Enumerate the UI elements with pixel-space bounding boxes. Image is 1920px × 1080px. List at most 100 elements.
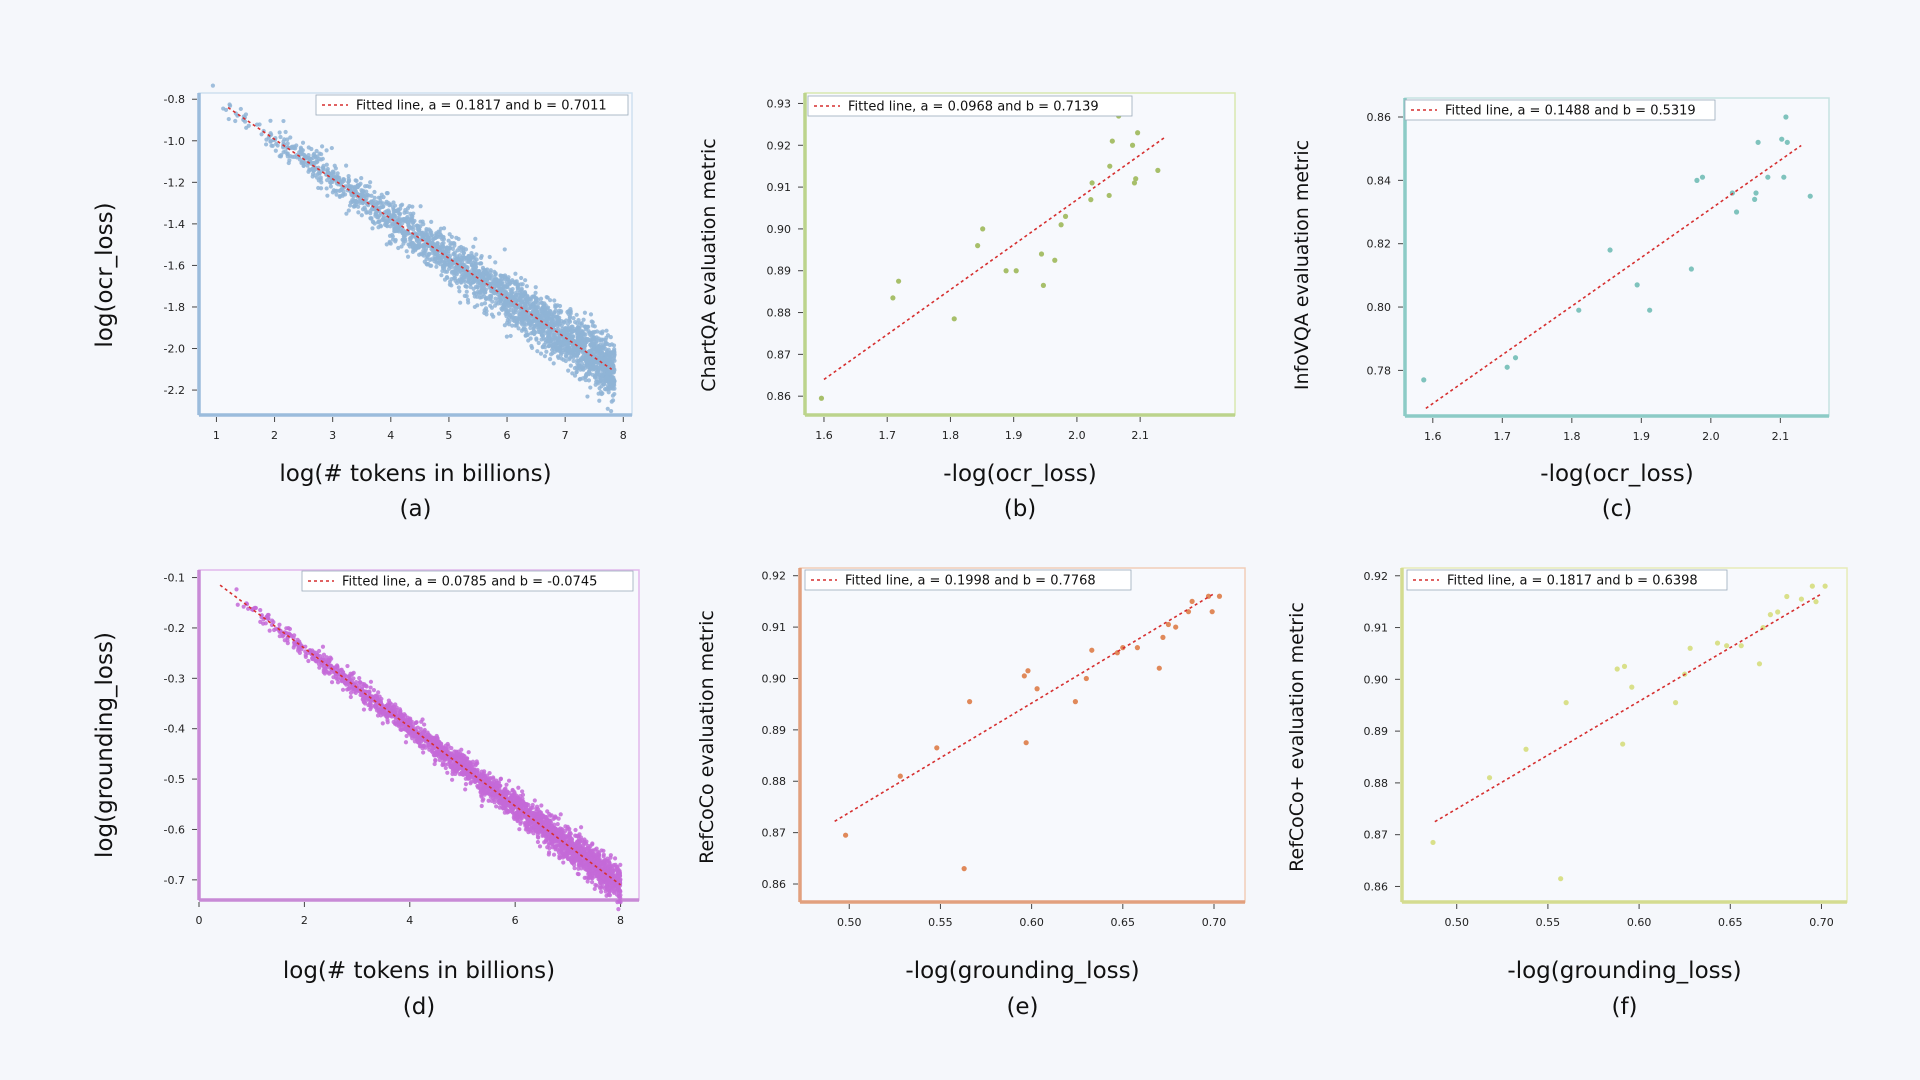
chart-a-data-point	[538, 351, 544, 356]
chart-c-x-tick-label: 2.1	[1772, 430, 1790, 443]
chart-b-data-point	[1058, 222, 1064, 228]
chart-a-data-point	[329, 145, 334, 151]
chart-d-data-point	[441, 762, 446, 767]
chart-a-data-point	[441, 240, 446, 246]
chart-a-data-point	[378, 200, 383, 206]
chart-b-y-tick-label: 0.86	[767, 390, 792, 403]
chart-a-data-point	[519, 275, 524, 281]
chart-a-data-point	[557, 308, 562, 313]
chart-a-data-point	[483, 290, 488, 295]
chart-a-data-point	[502, 247, 507, 252]
chart-a-data-point	[533, 290, 538, 296]
chart-a-data-point	[439, 273, 444, 278]
chart-a-data-point	[370, 226, 375, 231]
chart-a-data-point	[595, 345, 601, 351]
chart-a-data-point	[337, 177, 342, 182]
chart-a-data-point	[571, 316, 576, 321]
chart-a-data-point	[406, 242, 411, 247]
chart-d-data-point	[393, 718, 398, 723]
chart-c-y-tick-label: 0.78	[1367, 364, 1392, 377]
chart-a-data-point	[328, 184, 333, 189]
chart-a-data-point	[487, 254, 492, 260]
chart-a-data-point	[344, 211, 349, 216]
chart-a-data-point	[544, 310, 549, 315]
chart-a-data-point	[533, 285, 538, 290]
chart-a-data-point	[571, 347, 576, 352]
chart-a-data-point	[529, 345, 535, 350]
chart-a-data-point	[553, 337, 558, 342]
chart-a-data-point	[320, 156, 325, 161]
chart-a-data-point	[604, 387, 609, 392]
chart-a-data-point	[314, 148, 319, 154]
chart-a-data-point	[459, 256, 464, 261]
chart-d-data-point	[380, 721, 385, 726]
chart-a-data-point	[584, 371, 590, 376]
chart-a-data-point	[588, 312, 594, 317]
chart-a-data-point	[275, 143, 280, 148]
chart-a-data-point	[581, 317, 586, 322]
chart-a-data-point	[564, 354, 569, 359]
chart-d-y-tick-label: -0.1	[164, 572, 185, 585]
chart-a-data-point	[586, 378, 592, 383]
chart-c-data-point	[1421, 377, 1427, 383]
chart-a-data-point	[589, 334, 594, 339]
chart-a-data-point	[448, 242, 453, 247]
chart-a-data-point	[532, 329, 537, 334]
chart-a-data-point	[605, 406, 610, 411]
chart-a-data-point	[408, 236, 413, 241]
chart-a-x-tick-label: 3	[329, 429, 336, 442]
chart-a-data-point	[512, 281, 518, 286]
chart-a-data-point	[612, 386, 617, 391]
chart-a-data-point	[324, 148, 329, 153]
chart-b-data-point	[1089, 180, 1095, 186]
chart-a-data-point	[438, 235, 443, 240]
chart-a-caption: (a)	[399, 496, 431, 522]
chart-a-data-point	[321, 163, 326, 168]
chart-b-data-point	[1003, 268, 1009, 274]
chart-a-data-point	[420, 219, 425, 224]
chart-a-data-point	[522, 316, 527, 321]
chart-a-data-point	[589, 339, 594, 344]
chart-a-data-point	[461, 250, 466, 255]
chart-a-data-point	[355, 183, 360, 188]
chart-a-data-point	[268, 118, 273, 123]
chart-a-data-point	[316, 185, 321, 191]
chart-d-data-point	[617, 899, 622, 904]
chart-a-data-point	[391, 213, 397, 218]
chart-a-data-point	[422, 250, 427, 255]
chart-c-x-tick-label: 1.6	[1424, 430, 1442, 443]
chart-a-data-point	[307, 156, 312, 161]
chart-a-data-point	[385, 220, 390, 225]
chart-a-data-point	[600, 365, 605, 370]
chart-a-data-point	[449, 283, 454, 288]
chart-a-data-point	[583, 377, 588, 383]
chart-b-data-point	[1088, 197, 1094, 203]
chart-b-data-point	[1013, 268, 1019, 274]
chart-b-data-point	[1135, 130, 1141, 136]
chart-c-data-point	[1784, 139, 1790, 145]
chart-b-y-tick-label: 0.89	[767, 265, 792, 278]
chart-a-x-tick-label: 6	[504, 429, 511, 442]
chart-b-legend-label: Fitted line, a = 0.0968 and b = 0.7139	[848, 100, 1099, 115]
chart-a-data-point	[287, 158, 292, 163]
chart-c-data-point	[1694, 177, 1700, 183]
chart-b-data-point	[1040, 282, 1046, 288]
chart-d-data-point	[371, 688, 377, 693]
chart-d-data-point	[528, 805, 533, 811]
chart-a-data-point	[359, 192, 364, 197]
chart-a-data-point	[319, 144, 325, 149]
chart-d-data-point	[277, 622, 282, 627]
chart-d-data-point	[474, 759, 479, 764]
chart-a-data-point	[582, 341, 587, 346]
chart-d-data-point	[516, 785, 521, 790]
chart-a-data-point	[319, 152, 324, 157]
chart-c-x-axis-label: -log(ocr_loss)	[1540, 461, 1693, 487]
chart-a-data-point	[473, 236, 478, 241]
chart-a-data-point	[427, 257, 433, 262]
chart-a-data-point	[536, 340, 541, 346]
chart-d-data-point	[535, 834, 541, 840]
chart-a-data-point	[333, 188, 338, 194]
chart-a-data-point	[411, 219, 416, 225]
chart-a-data-point	[536, 329, 541, 335]
